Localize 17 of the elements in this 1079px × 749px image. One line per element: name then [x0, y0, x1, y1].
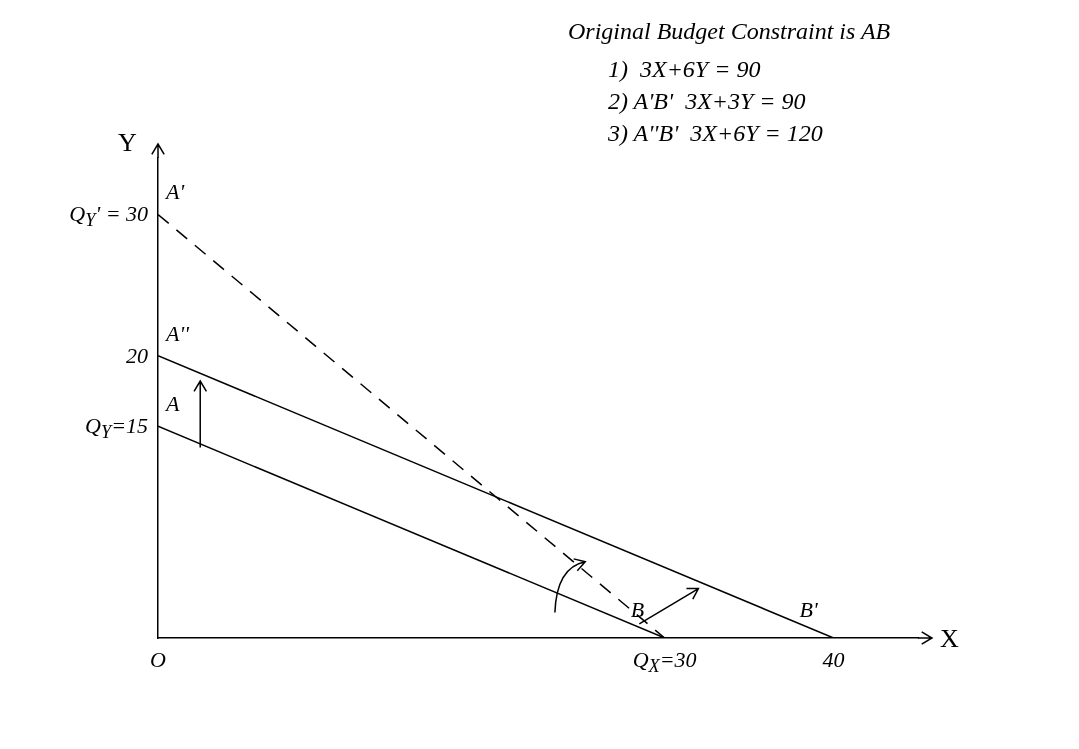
annotation: B	[630, 597, 645, 622]
annotation: A	[166, 391, 180, 417]
chart-title: Original Budget Constraint is AB	[568, 18, 891, 45]
y-tick-label: Q$_{Y}$=15	[85, 413, 148, 443]
x-tick-label: Q$_{X}$=30	[631, 647, 698, 679]
text: 3) A''B' 3X+6Y = 120	[608, 120, 823, 147]
y-tick-label: Q$_{Y}$' = 30	[69, 201, 148, 231]
text: 1) 3X+6Y = 90	[608, 56, 761, 83]
x-tick-label: 40	[821, 647, 846, 672]
y-axis-title: Y	[118, 128, 137, 158]
x-tick-label: O	[149, 647, 167, 672]
x-axis-title: X	[940, 624, 959, 654]
annotation: B'	[799, 597, 818, 622]
text: 2) A'B' 3X+3Y = 90	[608, 88, 806, 115]
y-tick-label: 20	[126, 342, 148, 368]
annotation: A''	[166, 320, 189, 346]
annotation: A'	[166, 179, 185, 205]
